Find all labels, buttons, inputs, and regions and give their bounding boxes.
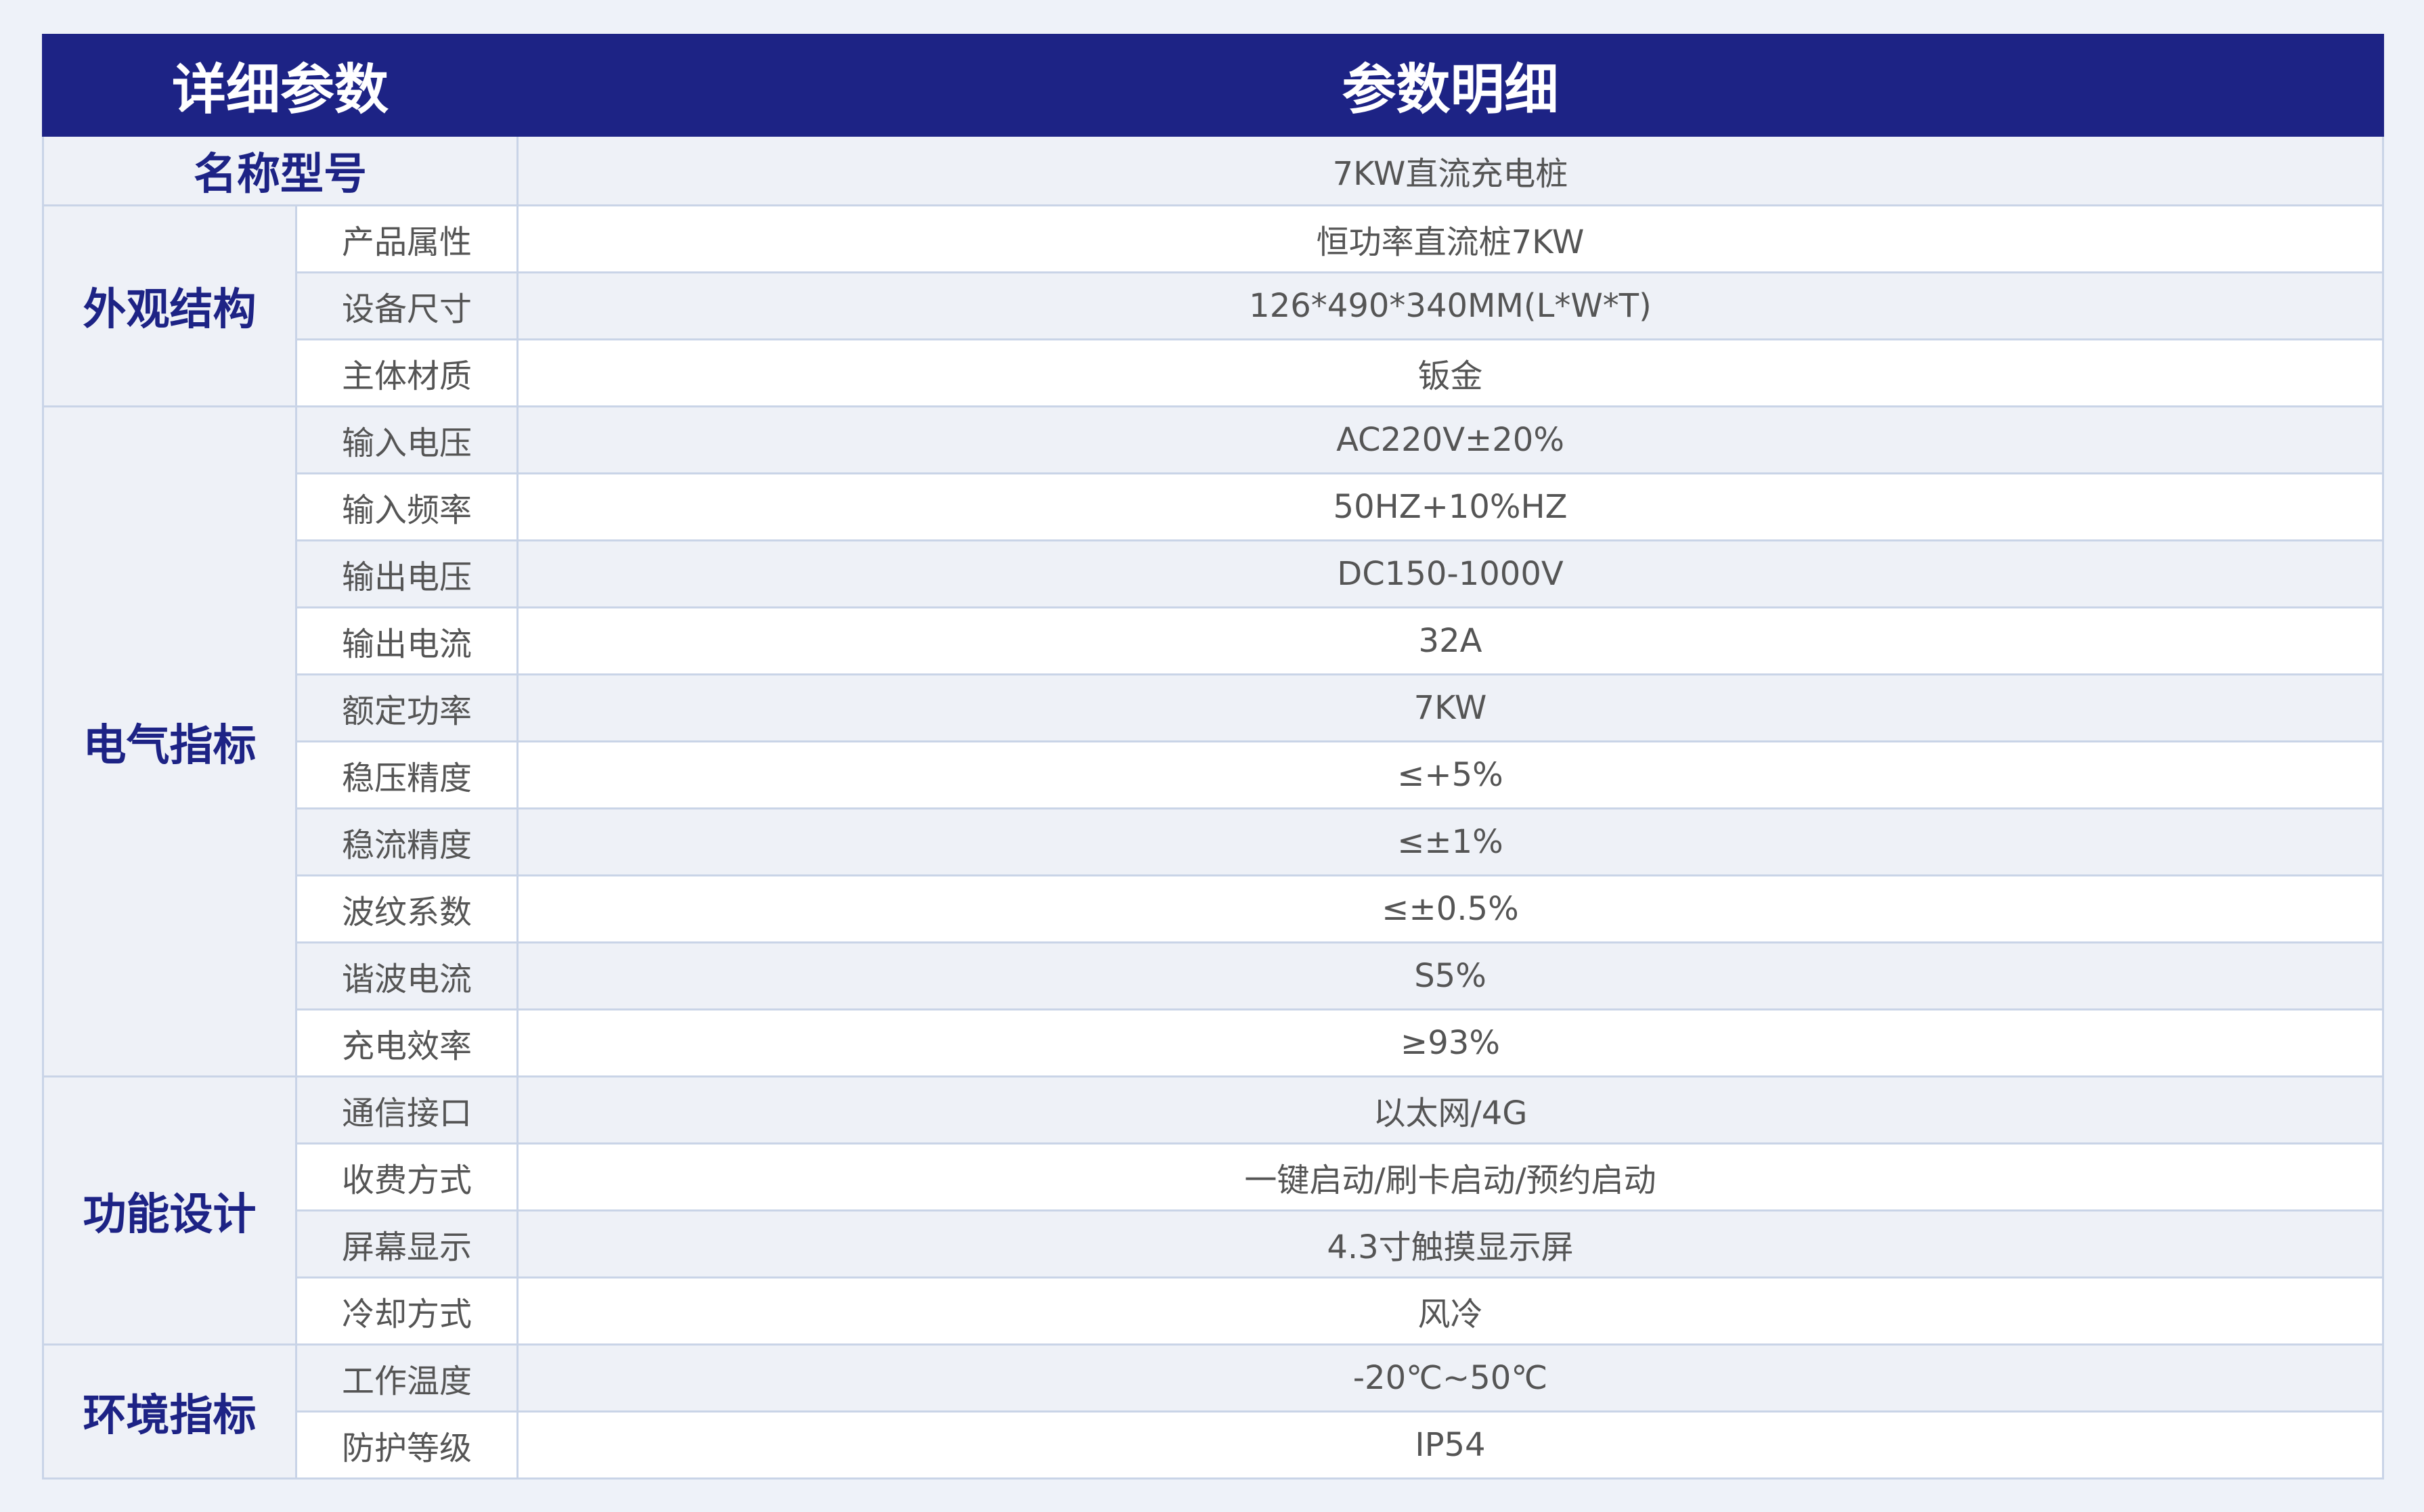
spec-row: 电气指标 输入电压 AC220V±20% <box>42 405 2384 1077</box>
spec-value: 7KW <box>516 673 2384 742</box>
spec-value: 以太网/4G <box>516 1075 2384 1144</box>
group-label: 电气指标 <box>42 405 297 1077</box>
spec-label: 输入电压 <box>295 405 519 474</box>
spec-label: 谐波电流 <box>295 941 519 1010</box>
spec-label: 工作温度 <box>295 1343 519 1413</box>
name-value: 7KW直流充电桩 <box>516 135 2384 206</box>
spec-label: 收费方式 <box>295 1142 519 1211</box>
spec-value: ≤±1% <box>516 807 2384 876</box>
name-label: 名称型号 <box>42 135 519 206</box>
header-cell: 参数明细 <box>516 34 2384 137</box>
group-label: 外观结构 <box>42 204 297 407</box>
spec-row: 波纹系数 ≤±0.5% <box>43 874 2384 943</box>
spec-table: 详细参数 参数明细 名称型号 7KW直流充电桩 外观结构 产品属性 恒功率直流桩7K… <box>42 34 2384 1480</box>
spec-value: ≤±0.5% <box>516 874 2384 943</box>
header-row: 详细参数 参数明细 <box>42 34 2384 137</box>
spec-row: 充电效率 ≥93% <box>43 1008 2384 1077</box>
spec-value: 126*490*340MM(L*W*T) <box>516 271 2384 340</box>
spec-value: 4.3寸触摸显示屏 <box>516 1209 2384 1278</box>
name-row: 名称型号 7KW直流充电桩 <box>42 135 2384 206</box>
group-label: 功能设计 <box>42 1075 297 1346</box>
spec-row: 防护等级 IP54 <box>43 1410 2384 1480</box>
spec-label: 稳流精度 <box>295 807 519 876</box>
spec-label: 稳压精度 <box>295 740 519 809</box>
spec-value: 风冷 <box>516 1276 2384 1346</box>
spec-row: 功能设计 通信接口 以太网/4G <box>42 1075 2384 1346</box>
spec-row: 谐波电流 S5% <box>43 941 2384 1010</box>
spec-value: 钣金 <box>516 338 2384 407</box>
spec-label: 屏幕显示 <box>295 1209 519 1278</box>
spec-label: 设备尺寸 <box>295 271 519 340</box>
spec-value: IP54 <box>516 1410 2384 1480</box>
group-label: 环境指标 <box>42 1343 297 1480</box>
spec-value: -20℃~50℃ <box>516 1343 2384 1413</box>
spec-label: 防护等级 <box>295 1410 519 1480</box>
spec-row: 外观结构 产品属性 恒功率直流桩7KW <box>42 204 2384 407</box>
spec-row: 收费方式 一键启动/刷卡启动/预约启动 <box>43 1142 2384 1211</box>
spec-value: 一键启动/刷卡启动/预约启动 <box>516 1142 2384 1211</box>
spec-row: 输入频率 50HZ+10%HZ <box>43 472 2384 541</box>
spec-label: 输入频率 <box>295 472 519 541</box>
spec-label: 波纹系数 <box>295 874 519 943</box>
spec-row: 输出电压 DC150-1000V <box>43 539 2384 608</box>
spec-row: 冷却方式 风冷 <box>43 1276 2384 1346</box>
spec-label: 主体材质 <box>295 338 519 407</box>
spec-label: 输出电流 <box>295 606 519 675</box>
spec-row: 稳流精度 ≤±1% <box>43 807 2384 876</box>
spec-row: 额定功率 7KW <box>43 673 2384 742</box>
spec-table-wrap: 详细参数 参数明细 名称型号 7KW直流充电桩 外观结构 产品属性 恒功率直流桩7K… <box>42 34 2384 1480</box>
spec-label: 通信接口 <box>295 1075 519 1144</box>
spec-value: 32A <box>516 606 2384 675</box>
spec-row: 屏幕显示 4.3寸触摸显示屏 <box>43 1209 2384 1278</box>
spec-label: 冷却方式 <box>295 1276 519 1346</box>
spec-row: 输出电流 32A <box>43 606 2384 675</box>
header-cell: 详细参数 <box>42 34 519 137</box>
spec-value: 50HZ+10%HZ <box>516 472 2384 541</box>
spec-value: ≤+5% <box>516 740 2384 809</box>
spec-label: 产品属性 <box>295 204 519 273</box>
spec-row: 环境指标 工作温度 -20℃~50℃ <box>42 1343 2384 1480</box>
spec-value: S5% <box>516 941 2384 1010</box>
spec-row: 主体材质 钣金 <box>43 338 2384 407</box>
spec-value: DC150-1000V <box>516 539 2384 608</box>
spec-label: 额定功率 <box>295 673 519 742</box>
spec-value: 恒功率直流桩7KW <box>516 204 2384 273</box>
spec-value: AC220V±20% <box>516 405 2384 474</box>
spec-label: 充电效率 <box>295 1008 519 1077</box>
spec-row: 稳压精度 ≤+5% <box>43 740 2384 809</box>
spec-row: 设备尺寸 126*490*340MM(L*W*T) <box>43 271 2384 340</box>
spec-label: 输出电压 <box>295 539 519 608</box>
spec-value: ≥93% <box>516 1008 2384 1077</box>
